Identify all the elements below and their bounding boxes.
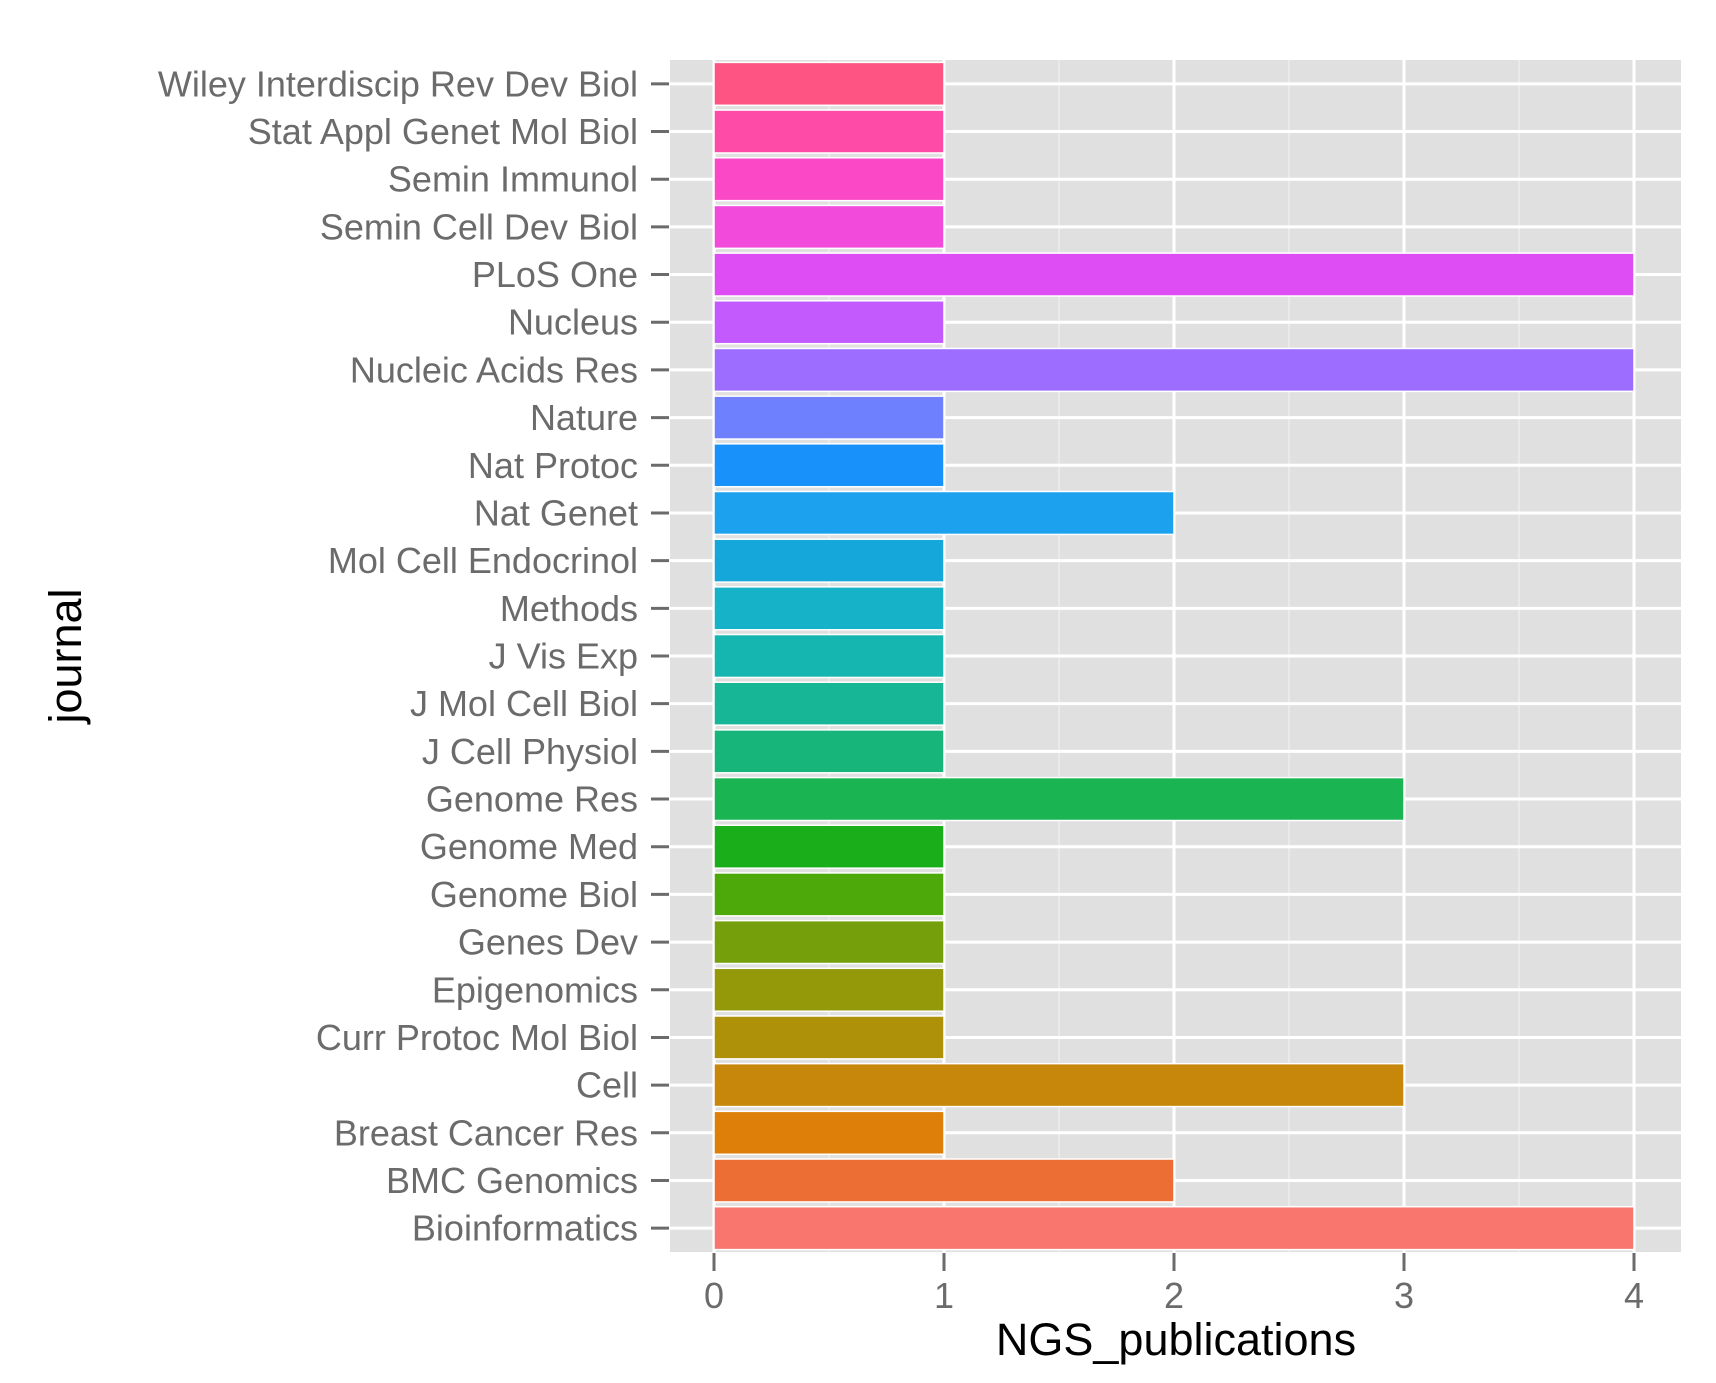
y-tick-label: J Mol Cell Biol xyxy=(410,683,638,724)
y-axis-title: journal xyxy=(40,588,91,725)
x-tick-label: 2 xyxy=(1164,1275,1184,1316)
bar xyxy=(713,109,945,154)
y-tick-label: Genome Med xyxy=(420,826,638,867)
y-tick-label: Semin Immunol xyxy=(388,159,638,200)
y-tick-label: Nat Genet xyxy=(474,492,638,533)
bar xyxy=(713,156,945,202)
bar xyxy=(713,395,945,440)
bar xyxy=(713,490,1175,536)
y-tick-label: Cell xyxy=(576,1065,638,1106)
bar xyxy=(713,872,945,917)
bar xyxy=(713,347,1635,393)
y-tick-label: J Vis Exp xyxy=(489,636,638,677)
y-tick-label: Nucleus xyxy=(508,302,638,343)
bar xyxy=(713,61,945,107)
y-tick-label: Wiley Interdiscip Rev Dev Biol xyxy=(158,63,638,104)
x-tick-label: 3 xyxy=(1394,1275,1414,1316)
bar xyxy=(713,967,945,1012)
bar xyxy=(713,252,1635,297)
bar xyxy=(713,1110,945,1156)
y-tick-label: Mol Cell Endocrinol xyxy=(328,540,638,581)
y-tick-label: Nucleic Acids Res xyxy=(350,349,638,390)
y-tick-label: BMC Genomics xyxy=(386,1160,638,1201)
bars xyxy=(713,61,1635,1251)
y-tick-label: Curr Protoc Mol Biol xyxy=(316,1017,638,1058)
y-tick-label: PLoS One xyxy=(472,254,638,295)
y-tick-label: Epigenomics xyxy=(432,969,638,1010)
y-tick-label: Stat Appl Genet Mol Biol xyxy=(248,111,638,152)
bar xyxy=(713,1015,945,1060)
bar xyxy=(713,204,945,250)
bar xyxy=(713,824,945,869)
y-tick-label: Nat Protoc xyxy=(468,445,638,486)
y-tick-label: Genome Res xyxy=(426,779,638,820)
y-tick-label: Genes Dev xyxy=(458,922,638,963)
y-tick-label: Methods xyxy=(500,588,638,629)
bar xyxy=(713,919,945,965)
bar xyxy=(713,443,945,488)
y-tick-label: Nature xyxy=(530,397,638,438)
bar xyxy=(713,1062,1405,1108)
bar xyxy=(713,681,945,726)
y-tick-label: Genome Biol xyxy=(430,874,638,915)
x-tick-label: 4 xyxy=(1624,1275,1644,1316)
y-axis: Bioinformatics BMC Genomics Breast Cancer … xyxy=(158,63,669,1249)
bar xyxy=(713,1158,1175,1203)
x-tick-label: 0 xyxy=(704,1275,724,1316)
x-axis-title: NGS_publications xyxy=(996,1314,1356,1365)
bar xyxy=(713,1205,1635,1251)
y-tick-label: Bioinformatics xyxy=(412,1208,638,1249)
y-tick-label: Breast Cancer Res xyxy=(334,1112,638,1153)
bar xyxy=(713,729,945,774)
y-tick-label: Semin Cell Dev Biol xyxy=(320,206,638,247)
bar xyxy=(713,300,945,345)
bar xyxy=(713,538,945,583)
x-tick-label: 1 xyxy=(934,1275,954,1316)
bar xyxy=(713,633,945,679)
x-axis: 0 1 2 3 4 xyxy=(704,1253,1644,1316)
y-tick-label: J Cell Physiol xyxy=(422,731,638,772)
bar xyxy=(713,586,945,631)
bar xyxy=(713,776,1405,822)
